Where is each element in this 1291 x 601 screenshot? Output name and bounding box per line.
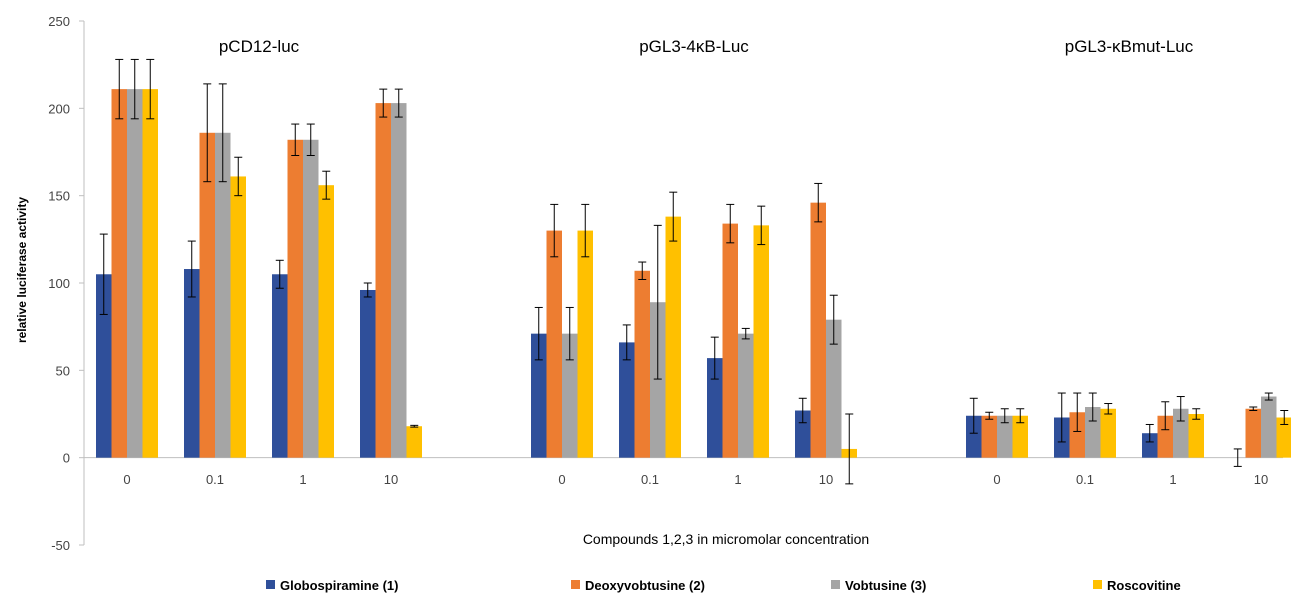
bar xyxy=(1012,415,1028,458)
bar xyxy=(1142,433,1158,458)
x-tick-label: 10 xyxy=(819,472,833,487)
bar xyxy=(1188,414,1204,458)
bar xyxy=(1245,408,1261,458)
legend-label: Vobtusine (3) xyxy=(845,578,926,593)
label-layer: pCD12-luc pGL3-4κB-Luc pGL3-κBmut-Luc 0 0.1 1… xyxy=(123,37,1268,487)
y-tick-label: 250 xyxy=(48,14,70,29)
bar xyxy=(111,89,127,458)
x-tick-label: 0.1 xyxy=(1076,472,1094,487)
bar xyxy=(391,103,407,458)
bar xyxy=(997,415,1013,458)
bar xyxy=(722,223,738,458)
group-title: pGL3-κBmut-Luc xyxy=(1065,37,1194,56)
y-tick-label: -50 xyxy=(51,538,70,553)
group-title: pCD12-luc xyxy=(219,37,300,56)
bar-layer xyxy=(96,89,1291,458)
bar xyxy=(127,89,143,458)
y-tick-label: 100 xyxy=(48,276,70,291)
legend-label: Deoxyvobtusine (2) xyxy=(585,578,705,593)
bar xyxy=(562,333,578,458)
bar xyxy=(142,89,158,458)
y-tick-label: 200 xyxy=(48,101,70,116)
bar xyxy=(634,270,650,458)
x-tick-label: 0 xyxy=(123,472,130,487)
x-tick-label: 10 xyxy=(384,472,398,487)
legend-swatch xyxy=(571,580,580,589)
bar xyxy=(1085,407,1101,458)
legend-item: Vobtusine (3) xyxy=(831,578,926,593)
x-tick-label: 10 xyxy=(1254,472,1268,487)
bar xyxy=(577,230,593,458)
bar xyxy=(184,269,200,458)
y-tick-label: 50 xyxy=(56,363,70,378)
bar xyxy=(966,415,982,458)
error-layer xyxy=(99,58,1289,485)
bar xyxy=(360,289,376,458)
x-tick-label: 1 xyxy=(734,472,741,487)
x-tick-label: 0.1 xyxy=(641,472,659,487)
y-axis-title: relative luciferase activity xyxy=(15,197,29,343)
legend-label: Roscovitine xyxy=(1107,578,1181,593)
group-title: pGL3-4κB-Luc xyxy=(639,37,749,56)
bar xyxy=(665,216,681,458)
bar xyxy=(1069,412,1085,458)
bar xyxy=(318,185,334,458)
bar xyxy=(287,139,303,458)
legend-item: Globospiramine (1) xyxy=(266,578,398,593)
legend-swatch xyxy=(266,580,275,589)
bar xyxy=(230,176,246,458)
bar xyxy=(738,333,754,458)
bar xyxy=(303,139,319,458)
bar xyxy=(707,358,723,458)
bar xyxy=(826,319,842,458)
legend: Globospiramine (1) Deoxyvobtusine (2) Vobt… xyxy=(266,578,1181,593)
x-tick-label: 0.1 xyxy=(206,472,224,487)
bar xyxy=(753,225,769,458)
bar xyxy=(981,415,997,458)
legend-label: Globospiramine (1) xyxy=(280,578,398,593)
legend-item: Roscovitine xyxy=(1093,578,1181,593)
bar xyxy=(96,274,112,458)
x-tick-label: 0 xyxy=(558,472,565,487)
bar xyxy=(272,274,288,458)
legend-item: Deoxyvobtusine (2) xyxy=(571,578,705,593)
bar xyxy=(215,132,231,458)
bar xyxy=(650,302,666,458)
legend-swatch xyxy=(1093,580,1102,589)
legend-swatch xyxy=(831,580,840,589)
bar xyxy=(1157,415,1173,458)
x-tick-label: 1 xyxy=(1169,472,1176,487)
bar xyxy=(1261,396,1277,458)
bar xyxy=(619,342,635,458)
bar xyxy=(531,333,547,458)
bar xyxy=(810,202,826,458)
bar xyxy=(1100,408,1116,458)
y-tick-label: 0 xyxy=(63,451,70,466)
bar xyxy=(406,426,422,458)
y-tick-label: 150 xyxy=(48,189,70,204)
x-tick-label: 0 xyxy=(993,472,1000,487)
bar xyxy=(1276,417,1291,458)
bar xyxy=(546,230,562,458)
x-axis-title: Compounds 1,2,3 in micromolar concentrat… xyxy=(583,531,869,547)
bar xyxy=(199,132,215,458)
x-tick-label: 1 xyxy=(299,472,306,487)
bar xyxy=(375,103,391,458)
